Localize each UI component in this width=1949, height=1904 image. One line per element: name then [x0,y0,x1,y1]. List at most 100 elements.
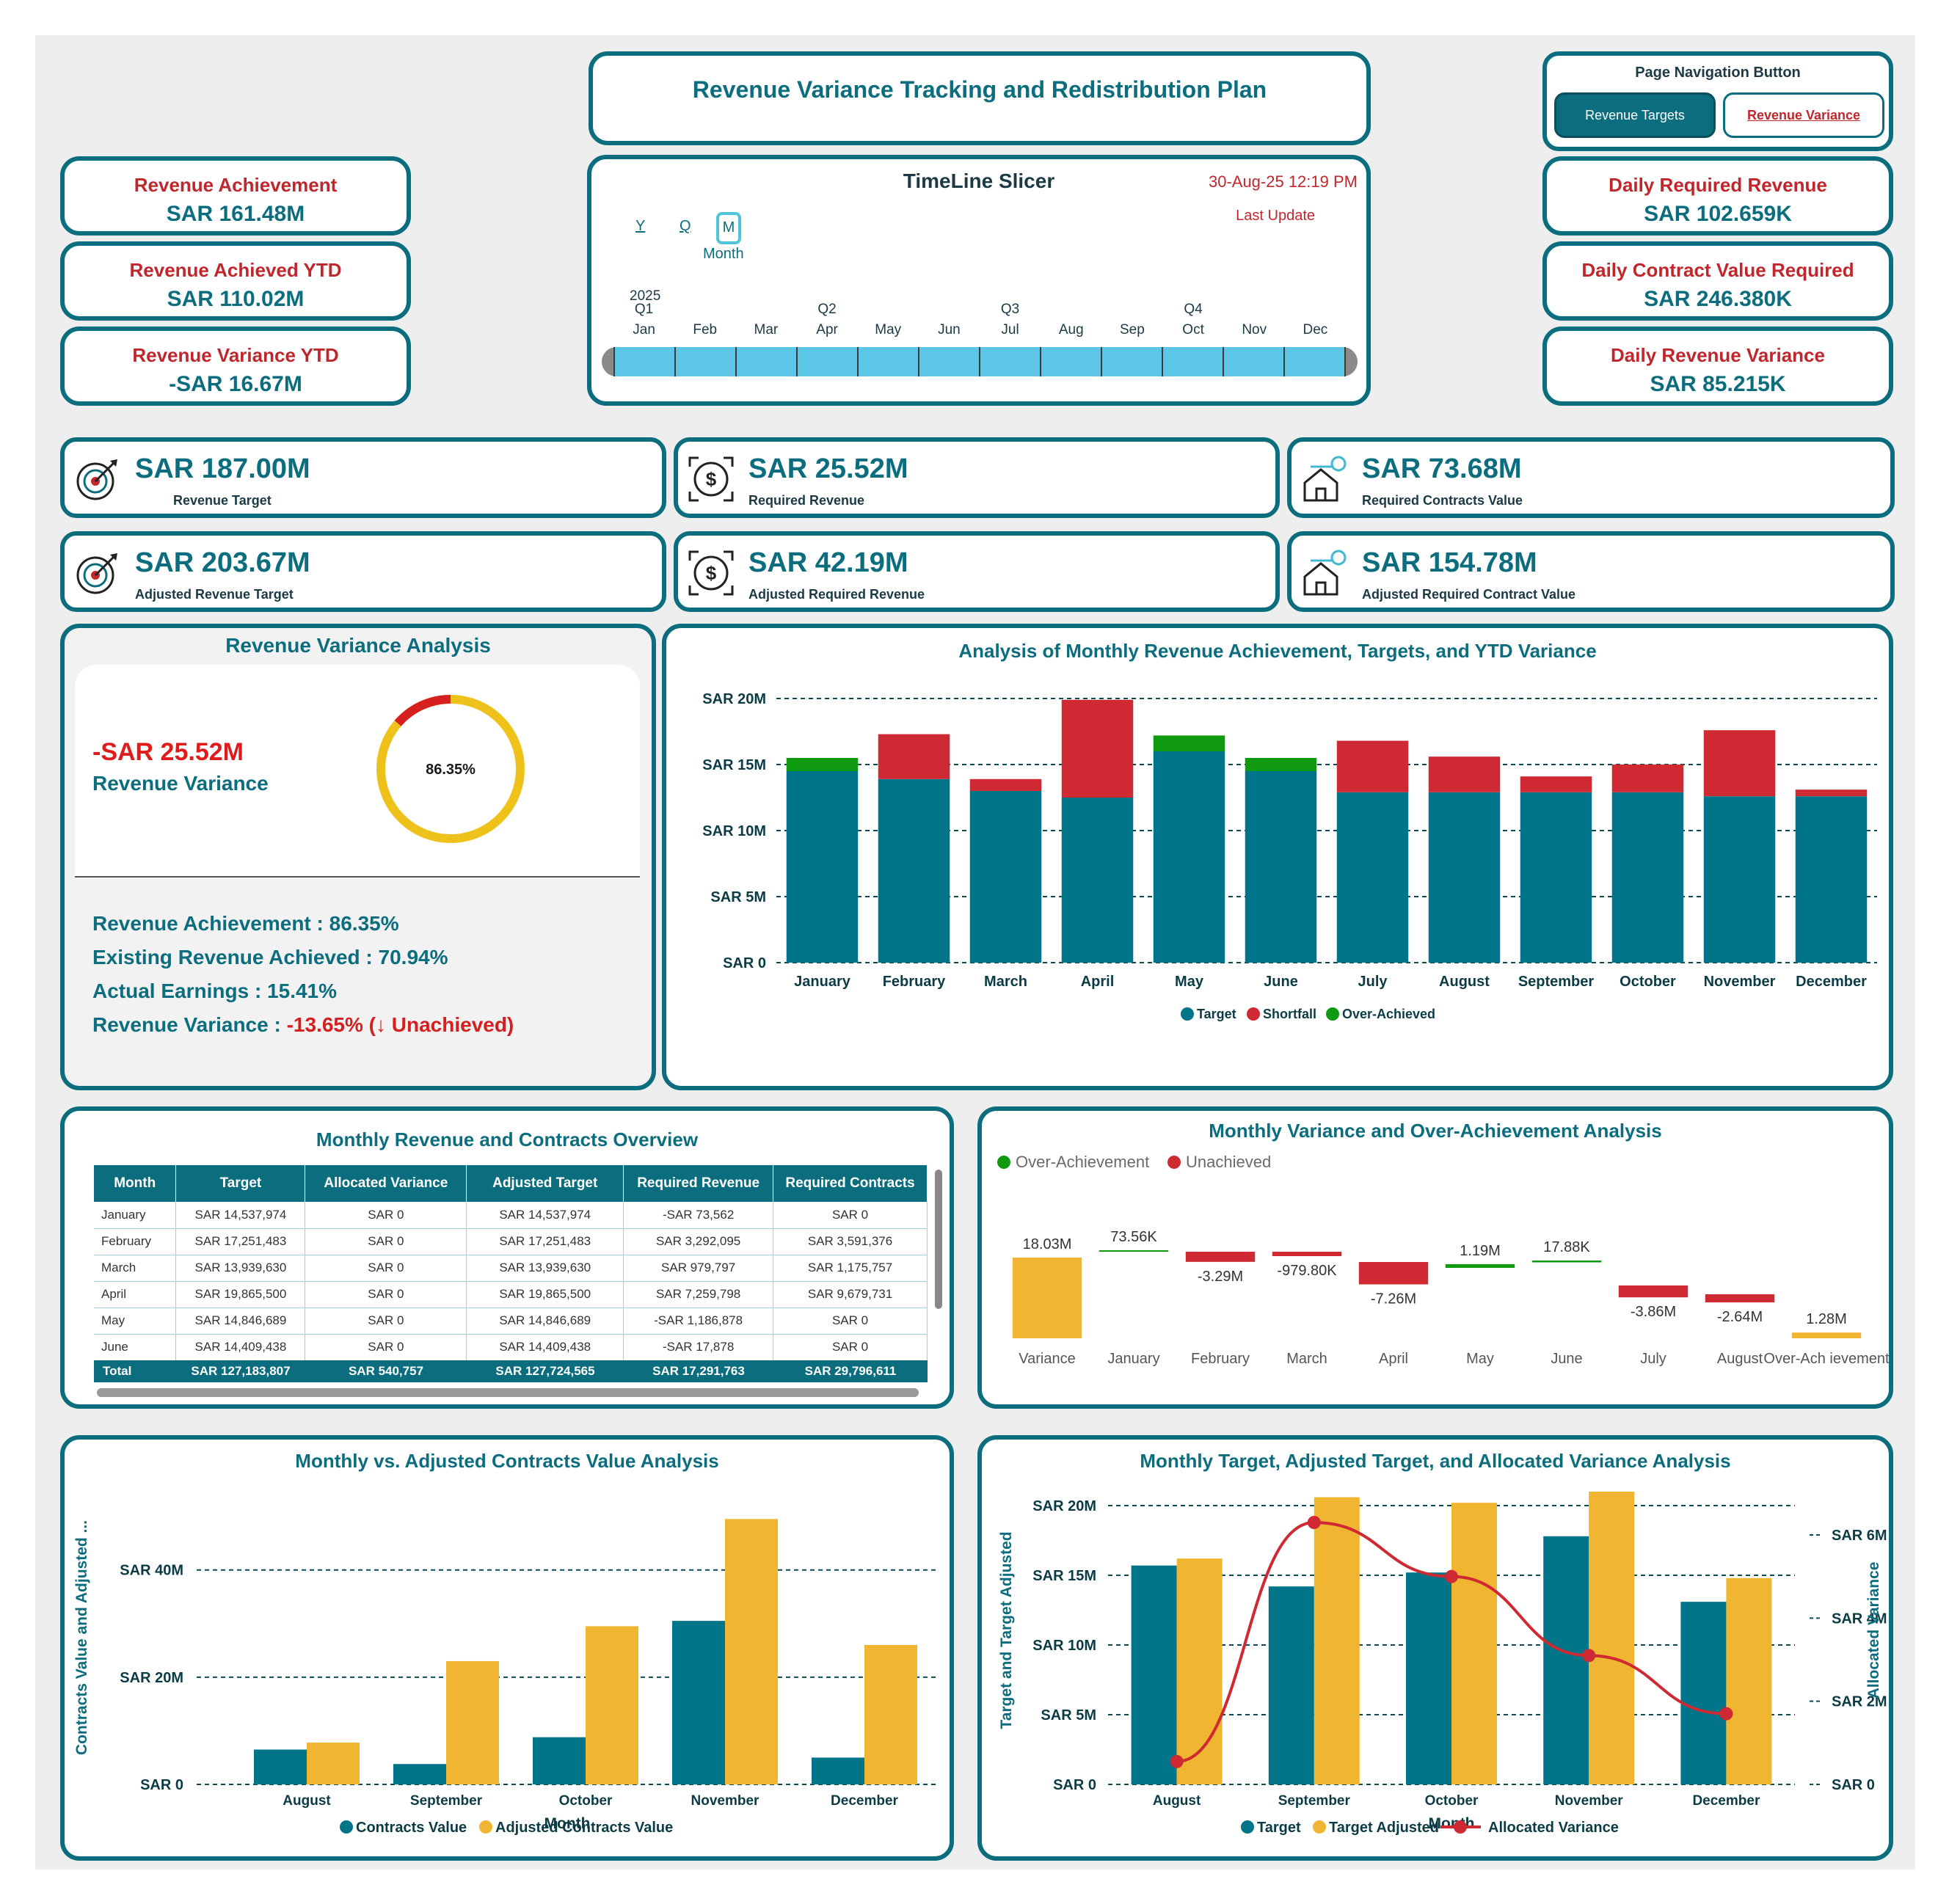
y-tick-label: SAR 0 [723,955,766,971]
table-vertical-scrollbar[interactable] [935,1170,942,1309]
timeline-month-cell[interactable] [1285,347,1346,376]
table-cell: SAR 14,409,438 [466,1334,624,1361]
timeline-quarter-label: Q2 [817,302,837,317]
level-quarter[interactable]: Q [680,218,691,234]
timeline-month-cell[interactable] [676,347,737,376]
timeline-month-cell[interactable] [1102,347,1163,376]
bar-shortfall [969,778,1042,791]
table-cell: SAR 14,846,689 [466,1307,624,1335]
x-tick-label: August [283,1793,331,1809]
bar-target [1428,792,1501,963]
dollar-target-icon: $ [688,456,734,502]
timeline-month-label: Dec [1303,322,1328,338]
metric-value: SAR 42.19M [748,547,908,578]
total-cell: SAR 29,796,611 [804,1364,897,1378]
x-tick-label: December [831,1793,898,1809]
last-update-label: Last Update [1236,208,1315,224]
legend-marker [1167,1156,1181,1169]
table-total-row: Total SAR 127,183,807 SAR 540,757 SAR 127,7… [94,1360,928,1382]
bar-target [1268,1586,1314,1784]
data-label: -2.64M [1717,1309,1763,1325]
level-year[interactable]: Y [635,218,646,234]
x-tick-label: Over-Ach ievement [1763,1351,1889,1367]
column-header[interactable]: Required Revenue [623,1165,774,1202]
bar-target [1543,1536,1589,1784]
table-cell: -SAR 17,878 [623,1334,774,1361]
bar-target [1245,771,1317,963]
kpi-revenue-achievement: Revenue Achievement SAR 161.48M [60,156,411,236]
timeline-cells [613,347,1346,376]
x-tick-label: August [1717,1351,1763,1367]
y-tick-label: SAR 10M [702,823,766,839]
table-cell: SAR 0 [305,1202,467,1229]
revenue-targets-button[interactable]: Revenue Targets [1554,92,1716,138]
metric-card: SAR 203.67M Adjusted Revenue Target [60,531,666,612]
timeline-month-cell[interactable] [980,347,1041,376]
x-tick-label: June [1264,974,1298,990]
timeline-quarter-label: Q1 [634,302,654,317]
dollar-target-icon: $ [688,550,734,596]
bar-target [1703,796,1776,963]
timeline-month-cell[interactable] [737,347,798,376]
kpi-value: SAR 85.215K [1650,372,1786,396]
waterfall-bar [1705,1294,1775,1303]
table-cell: SAR 0 [305,1307,467,1335]
revenue-variance-button[interactable]: Revenue Variance [1723,92,1884,138]
table-cell: -SAR 1,186,878 [623,1307,774,1335]
column-header[interactable]: Required Contracts [773,1165,928,1202]
table-row[interactable]: January SAR 14,537,974 SAR 0 SAR 14,537,974… [94,1202,928,1229]
table-viewport[interactable]: Month Target Allocated Variance Adjusted Ta… [94,1165,928,1382]
y2-tick-label: SAR 6M [1832,1528,1887,1544]
x-tick-label: August [1153,1793,1201,1809]
variance-value-label: Revenue Variance [92,772,269,795]
legend-marker [1313,1820,1326,1834]
level-month[interactable]: M [716,212,741,244]
timeline-month-cell[interactable] [798,347,859,376]
timeline-month-cell[interactable] [919,347,980,376]
table-cell: SAR 14,537,974 [175,1202,306,1229]
last-update-date: 30-Aug-25 12:19 PM [1208,172,1358,191]
metric-value: SAR 187.00M [135,453,310,484]
table-row[interactable]: April SAR 19,865,500 SAR 0 SAR 19,865,500 SA… [94,1281,928,1308]
table-row[interactable]: February SAR 17,251,483 SAR 0 SAR 17,251,48… [94,1228,928,1255]
table-horizontal-scrollbar[interactable] [97,1388,919,1397]
timeline-month-cell[interactable] [859,347,919,376]
column-header[interactable]: Month [94,1165,177,1202]
column-header[interactable]: Adjusted Target [466,1165,624,1202]
metric-label: Revenue Target [173,493,272,508]
y-tick-label: SAR 15M [1032,1568,1096,1584]
table-row[interactable]: March SAR 13,939,630 SAR 0 SAR 13,939,630 SA… [94,1255,928,1282]
legend-label: Over-Achieved [1342,1007,1435,1021]
table-row[interactable]: May SAR 14,846,689 SAR 0 SAR 14,846,689 -SAR… [94,1307,928,1335]
timeline-month-label: Oct [1182,322,1204,338]
timeline-month-cell[interactable] [613,347,676,376]
column-header[interactable]: Target [175,1165,306,1202]
x-tick-label: April [1081,974,1115,990]
metric-label: Adjusted Required Contract Value [1362,587,1576,602]
kpi-label: Revenue Variance YTD [132,344,339,366]
bar-target [1611,792,1684,963]
timeline-month-cell[interactable] [1163,347,1224,376]
bar-shortfall [1336,740,1409,792]
waterfall-bar [1012,1258,1082,1338]
timeline-month-cell[interactable] [1041,347,1102,376]
data-label: -3.86M [1631,1304,1676,1320]
kpi-label: Revenue Achieved YTD [129,259,342,281]
table-row[interactable]: June SAR 14,409,438 SAR 0 SAR 14,409,438 -SA… [94,1334,928,1361]
timeline-month-cell[interactable] [1224,347,1285,376]
column-header[interactable]: Allocated Variance [305,1165,467,1202]
total-cell: SAR 540,757 [348,1364,424,1378]
kpi-label: Daily Required Revenue [1609,174,1827,196]
total-cell: SAR 127,724,565 [495,1364,595,1378]
bar-target [878,778,950,963]
bar-adjusted-contracts-value [725,1519,778,1784]
x-tick-label: July [1640,1351,1666,1367]
legend-label: Target [1257,1820,1301,1836]
legend-marker [997,1156,1010,1169]
legend-marker [1247,1007,1260,1021]
x-tick-label: December [1692,1793,1760,1809]
x-tick-label: September [1518,974,1595,990]
contracts-bar-chart: SAR 0 SAR 20M SAR 40M August September Octobe… [73,1519,938,1836]
bar-adjusted-contracts-value [446,1660,499,1784]
bar-target-adjusted [1314,1497,1360,1784]
